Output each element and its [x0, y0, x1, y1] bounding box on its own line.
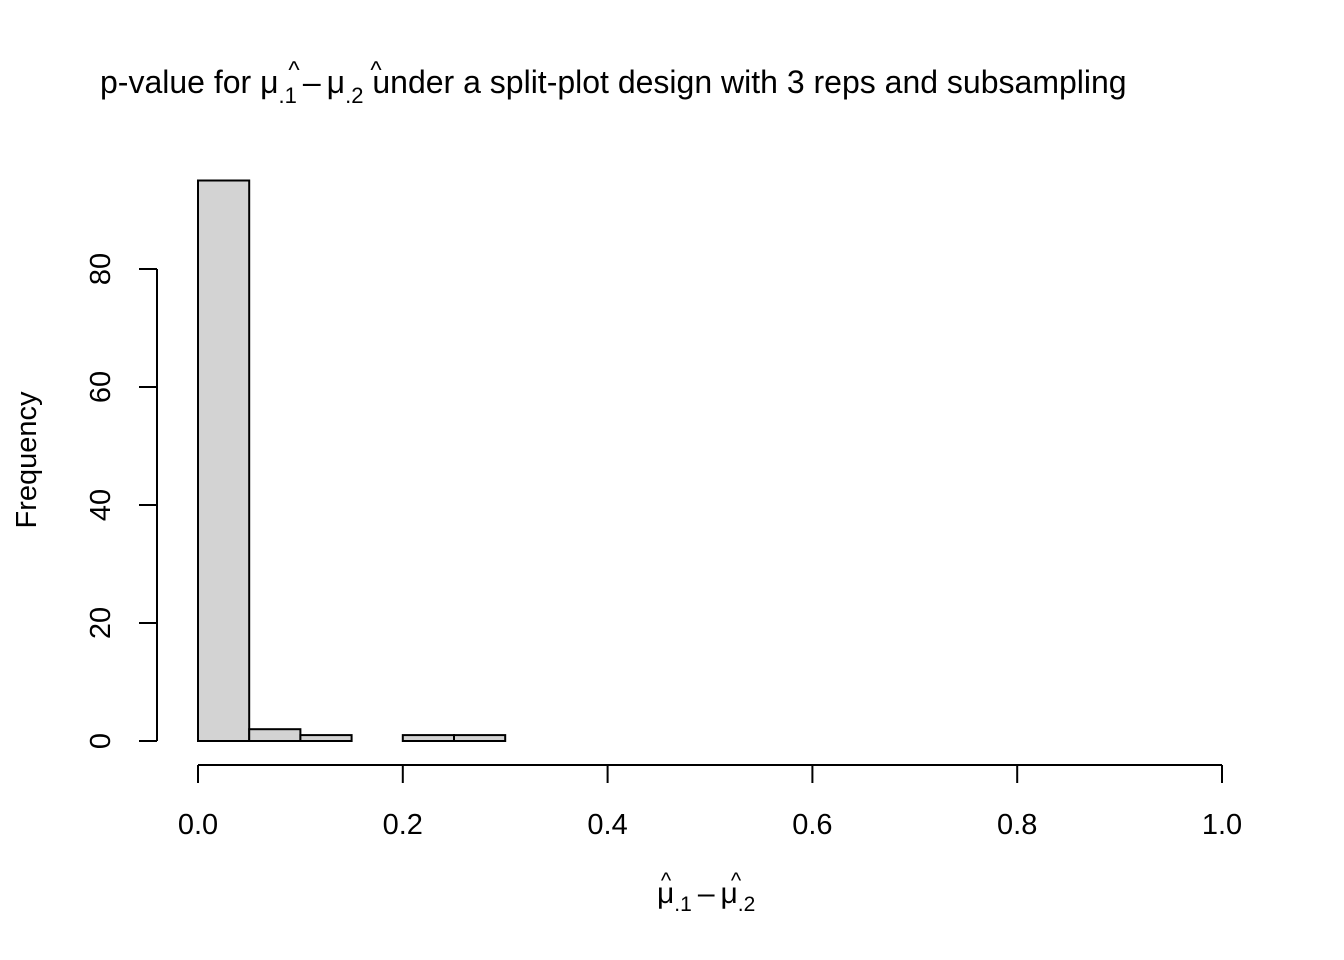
xlabel-mu-2: μ: [721, 877, 738, 910]
histogram-bar: [453, 734, 507, 742]
y-tick-label: 0: [85, 733, 117, 749]
histogram-bar: [401, 734, 455, 742]
x-tick-label: 0.2: [383, 809, 423, 841]
x-axis-label: μ.1– μ.2 ^ ^: [657, 868, 755, 916]
xlabel-minus: –: [698, 877, 715, 910]
title-hat-1: ^: [288, 57, 300, 84]
chart-title: p-value for μ.1– μ.2 under a split-plot d…: [100, 57, 1127, 108]
x-tick-label: 0.0: [178, 809, 218, 841]
x-axis-ticks: 0.0 0.2 0.4 0.6 0.8 1.0: [178, 765, 1242, 841]
chart-title-prefix: p-value for: [100, 64, 260, 100]
title-hat-2: ^: [370, 57, 382, 84]
x-axis: 0.0 0.2 0.4 0.6 0.8 1.0: [178, 764, 1242, 841]
y-axis-label: Frequency: [11, 391, 43, 529]
histogram-bar: [197, 179, 251, 742]
x-tick-label: 0.4: [587, 809, 627, 841]
x-tick-label: 1.0: [1202, 809, 1242, 841]
y-tick-label: 60: [85, 371, 117, 403]
xlabel-subscript-2: .2: [738, 893, 756, 916]
title-subscript-1: .1: [279, 83, 297, 108]
histogram-bar: [248, 728, 302, 743]
xlabel-mu-1: μ: [657, 877, 674, 910]
title-mu-1: μ: [260, 64, 278, 100]
histogram-bar: [299, 734, 353, 742]
chart-title-suffix: under a split-plot design with 3 reps an…: [363, 64, 1126, 100]
y-tick-label: 80: [85, 253, 117, 285]
x-tick-label: 0.6: [792, 809, 832, 841]
title-mu-2: μ: [327, 64, 345, 100]
xlabel-hat-1: ^: [661, 868, 672, 893]
xlabel-subscript-1: .1: [674, 893, 692, 916]
title-minus: –: [303, 64, 321, 100]
xlabel-hat-2: ^: [731, 868, 742, 893]
y-tick-label: 40: [85, 489, 117, 521]
y-axis-ticks: 0 20 40 60 80: [85, 253, 157, 749]
histogram-bars: [197, 179, 507, 743]
x-tick-label: 0.8: [997, 809, 1037, 841]
title-subscript-2: .2: [345, 83, 363, 108]
svg-text:p-value for μ.1–μ.2 under a sp: p-value for μ.1– μ.2 under a split-plot d…: [100, 64, 1127, 108]
y-axis: 0 20 40 60 80: [85, 253, 158, 749]
y-tick-label: 20: [85, 607, 117, 639]
svg-text:μ.1–μ.2: μ.1– μ.2: [657, 877, 755, 916]
